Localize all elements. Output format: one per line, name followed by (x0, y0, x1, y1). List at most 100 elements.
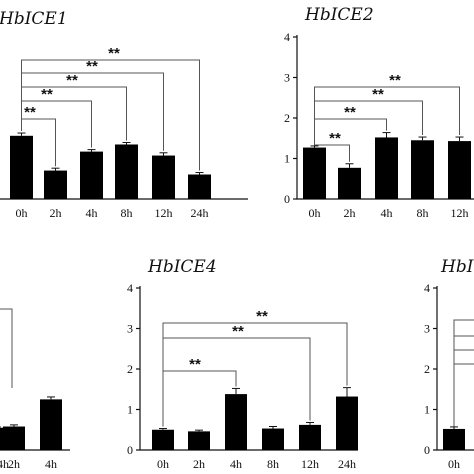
x-tick-label-8h: 8h (417, 206, 429, 220)
y-tick-label: 4 (424, 281, 430, 295)
panel-bottom-left-bars (0, 396, 62, 450)
x-tick-label-24h: 24h (338, 457, 356, 471)
panel-hbi-cropped: HbI 0 1 2 3 4 0h (424, 257, 474, 471)
panel-hbi-tick-labels: 0h (448, 457, 460, 471)
panel-hbice1-tick-labels: 0h 2h 4h 8h 12h 24h (16, 206, 209, 220)
y-tick-label: 3 (127, 322, 133, 336)
x-tick-label-4h: 4h (381, 206, 393, 220)
x-tick-label-12h: 12h (451, 206, 469, 220)
significance-label: ** (86, 58, 98, 75)
bar-12h (152, 155, 175, 199)
panel-hbice2-y-tick-labels: 0 1 2 3 4 (284, 30, 290, 206)
y-tick-label: 2 (424, 362, 430, 376)
bar-4h (80, 151, 103, 199)
x-tick-label-0h: 0h (309, 206, 321, 220)
y-tick-label: 1 (424, 403, 430, 417)
bar-24h (336, 396, 358, 450)
x-tick-label-4h: 4h (45, 457, 57, 471)
panel-hbi-bars (443, 426, 465, 450)
panel-title-hbice1: HbICE1 (0, 9, 68, 29)
significance-bracket (314, 86, 460, 144)
x-tick-label-0h: 0h (16, 206, 28, 220)
significance-bracket-stub (0, 308, 13, 388)
bar-8h (262, 428, 284, 450)
x-tick-label-4h: 4h (86, 206, 98, 220)
significance-label: ** (189, 356, 201, 373)
bar-4h (375, 137, 398, 199)
significance-label: ** (232, 323, 244, 340)
bar-2h (188, 431, 210, 450)
bar-2h (44, 170, 67, 199)
bar-24h (188, 174, 211, 199)
panel-title-hbice2: HbICE2 (304, 5, 374, 25)
panel-hbice1: HbICE1 ** ** ** ** ** 0h 2h 4h 8h 12h 24h (0, 9, 248, 220)
x-tick-label-12h: 12h (155, 206, 173, 220)
panel-bottom-left: 2h 4h 24h (0, 308, 70, 471)
y-tick-label: 0 (127, 443, 133, 457)
panel-hbice1-brackets: ** ** ** ** ** (21, 45, 200, 171)
axis-line (436, 286, 474, 451)
panel-hbice2-brackets: ******** (314, 72, 460, 162)
y-tick-label: 3 (284, 71, 290, 85)
significance-bracket (162, 322, 348, 427)
x-tick-label-2h: 2h (344, 206, 356, 220)
bar-0h (303, 147, 326, 199)
x-tick-label-2h: 2h (8, 457, 20, 471)
significance-label: ** (256, 308, 268, 325)
significance-bracket (21, 86, 127, 141)
bar-8h (411, 140, 434, 199)
bar-12h (299, 424, 321, 450)
x-tick-label-0h: 0h (157, 457, 169, 471)
x-tick-label-2h: 2h (193, 457, 205, 471)
y-tick-label: 4 (284, 30, 290, 44)
y-tick-label: 3 (424, 322, 430, 336)
panel-hbi-brackets (453, 319, 474, 432)
panel-title-hbice4: HbICE4 (147, 257, 217, 277)
panel-hbice1-bars (10, 132, 211, 199)
bar-12h (448, 141, 471, 199)
axis-line (139, 286, 358, 451)
bar-8h (115, 144, 138, 199)
x-tick-label-2h: 2h (50, 206, 62, 220)
x-tick-label-12h: 12h (301, 457, 319, 471)
significance-label: ** (24, 104, 36, 121)
panel-title-hbi: HbI (440, 257, 474, 277)
significance-bracket (314, 143, 350, 162)
significance-bracket-stub (453, 349, 474, 432)
significance-bracket-stub (453, 363, 474, 432)
bar-4h (40, 399, 62, 450)
significance-bracket (21, 72, 164, 151)
significance-label: ** (372, 86, 384, 103)
y-tick-label: 1 (284, 152, 290, 166)
significance-bracket-stub (453, 319, 474, 432)
bar-24h (0, 427, 22, 450)
y-tick-label: 1 (127, 403, 133, 417)
significance-label: ** (41, 86, 53, 103)
panel-hbice2-tick-labels: 0h 2h 4h 8h 12h (309, 206, 469, 220)
panel-hbice4-tick-labels: 0h 2h 4h 8h 12h 24h (157, 457, 356, 471)
significance-label: ** (389, 72, 401, 89)
significance-label: ** (344, 104, 356, 121)
x-tick-label-0h: 0h (448, 457, 460, 471)
y-tick-label: 2 (284, 111, 290, 125)
y-tick-label: 0 (424, 443, 430, 457)
panel-hbice4-brackets: ** ** ** (162, 308, 348, 427)
y-tick-label: 4 (127, 281, 133, 295)
x-tick-label-8h: 8h (121, 206, 133, 220)
x-tick-label-8h: 8h (267, 457, 279, 471)
significance-bracket (21, 59, 200, 171)
significance-label: ** (329, 130, 341, 147)
panel-hbice4-axes (136, 286, 358, 451)
panel-hbice4-y-tick-labels: 0 1 2 3 4 (127, 281, 133, 457)
x-tick-label-24h: 24h (191, 206, 209, 220)
significance-label: ** (108, 45, 120, 62)
bar-2h (338, 167, 361, 199)
panel-hbice4-bars (152, 387, 358, 450)
x-tick-label-4h: 4h (230, 457, 242, 471)
significance-label: ** (66, 72, 78, 89)
bar-4h (225, 394, 247, 450)
bar-0h (10, 135, 33, 199)
panel-hbi-y-tick-labels: 0 1 2 3 4 (424, 281, 430, 457)
